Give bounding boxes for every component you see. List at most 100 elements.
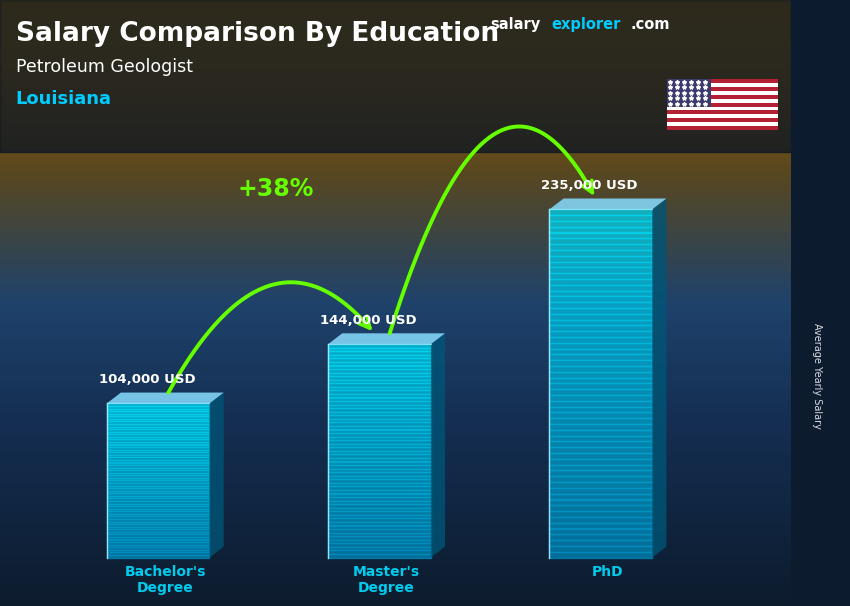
Bar [328, 501, 431, 504]
Text: +38%: +38% [237, 177, 314, 201]
Bar [328, 533, 431, 536]
Bar [107, 539, 209, 542]
Bar [328, 444, 431, 447]
Bar [107, 414, 209, 416]
Bar [549, 290, 652, 296]
Bar [107, 514, 209, 516]
Bar [328, 487, 431, 490]
Bar [107, 516, 209, 519]
Bar [107, 411, 209, 414]
Bar [549, 401, 652, 407]
Bar [549, 302, 652, 308]
Bar [549, 476, 652, 482]
Bar [107, 444, 209, 447]
Bar [107, 552, 209, 555]
Text: Petroleum Geologist: Petroleum Geologist [16, 58, 193, 76]
Bar [328, 436, 431, 440]
Bar [549, 331, 652, 337]
Bar [549, 540, 652, 546]
Polygon shape [549, 199, 666, 210]
Bar [549, 493, 652, 499]
Bar [549, 378, 652, 384]
Bar [549, 528, 652, 534]
Bar [549, 209, 652, 215]
Bar [549, 505, 652, 511]
Bar [107, 555, 209, 558]
Bar [549, 407, 652, 413]
Bar [549, 389, 652, 395]
Bar [667, 110, 778, 115]
Bar [667, 83, 778, 87]
Bar [328, 511, 431, 515]
Bar [328, 483, 431, 487]
Bar [328, 344, 431, 348]
Bar [107, 478, 209, 481]
Bar [667, 95, 778, 99]
Text: 235,000 USD: 235,000 USD [541, 179, 638, 193]
Bar [107, 508, 209, 511]
Bar [549, 534, 652, 540]
Bar [328, 369, 431, 373]
Text: Louisiana: Louisiana [16, 90, 112, 108]
Bar [328, 476, 431, 479]
Bar [107, 506, 209, 508]
Bar [107, 529, 209, 532]
Bar [328, 411, 431, 415]
Bar [549, 517, 652, 523]
Bar [328, 454, 431, 458]
Bar [107, 491, 209, 493]
Bar [107, 427, 209, 429]
Bar [549, 227, 652, 233]
Bar [549, 453, 652, 459]
Bar [107, 429, 209, 431]
Bar [107, 473, 209, 475]
Bar [549, 546, 652, 551]
Bar [107, 524, 209, 527]
Bar [107, 442, 209, 445]
Bar [328, 433, 431, 437]
Bar [549, 355, 652, 360]
Bar [667, 107, 778, 110]
Bar [549, 250, 652, 256]
Bar [328, 440, 431, 444]
Bar [107, 511, 209, 514]
Bar [667, 115, 778, 118]
Text: explorer: explorer [552, 17, 621, 32]
Bar [549, 465, 652, 470]
Bar [107, 501, 209, 504]
Bar [549, 459, 652, 465]
Bar [107, 406, 209, 408]
Bar [328, 394, 431, 398]
Bar [328, 508, 431, 511]
Bar [107, 450, 209, 452]
Bar [107, 488, 209, 491]
Bar [328, 373, 431, 376]
Bar [549, 325, 652, 331]
Bar [667, 91, 778, 95]
Bar [549, 319, 652, 325]
Bar [328, 497, 431, 501]
Bar [549, 522, 652, 528]
Bar [107, 460, 209, 462]
Bar [328, 422, 431, 426]
Bar [107, 496, 209, 499]
Bar [107, 483, 209, 485]
Bar [549, 348, 652, 355]
Bar [549, 256, 652, 262]
Bar [549, 238, 652, 244]
Bar [549, 343, 652, 348]
Bar [549, 267, 652, 273]
Polygon shape [328, 333, 445, 344]
Bar [667, 122, 778, 126]
Bar [107, 431, 209, 435]
Bar [328, 390, 431, 394]
Bar [328, 415, 431, 419]
Bar [549, 430, 652, 436]
Bar [328, 504, 431, 508]
Bar [107, 498, 209, 501]
Bar [328, 419, 431, 422]
Bar [328, 451, 431, 454]
Bar [328, 430, 431, 433]
Bar [549, 337, 652, 343]
Bar [328, 465, 431, 468]
